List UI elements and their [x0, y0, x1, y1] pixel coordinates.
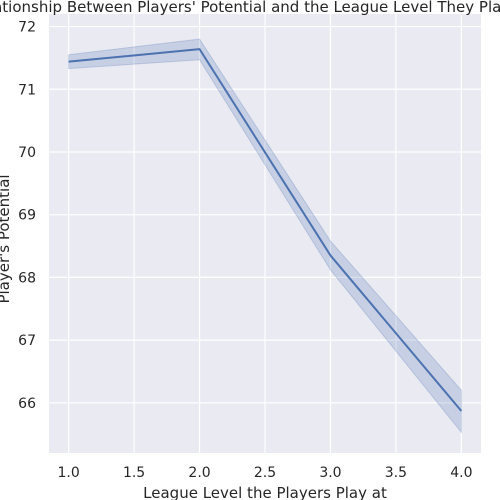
y-tick-label-2: 68: [18, 270, 36, 286]
y-tick-label-5: 71: [18, 82, 36, 98]
y-tick-label-6: 72: [18, 20, 36, 36]
x-tick-label-0: 1.0: [58, 465, 80, 481]
series-line: [68, 48, 463, 412]
x-axis-label: League Level the Players Play at: [143, 484, 387, 500]
x-tick-label-1: 1.5: [123, 465, 145, 481]
grid-lines: [49, 14, 481, 453]
y-axis-label: Player's Potential: [0, 174, 13, 303]
y-tick-label-0: 66: [18, 396, 36, 412]
x-tick-label-3: 2.5: [254, 465, 276, 481]
y-tick-label-4: 70: [18, 145, 36, 161]
x-tick-label-2: 2.0: [188, 465, 210, 481]
y-tick-label-3: 69: [18, 208, 36, 224]
chart-title: Relationship Between Players' Potential …: [0, 0, 500, 16]
x-tick-label-6: 4.0: [450, 465, 472, 481]
confidence-band: [68, 38, 462, 434]
y-tick-labels: 66 67 68 69 70 71 72: [18, 20, 36, 412]
x-tick-labels: 1.0 1.5 2.0 2.5 3.0 3.5 4.0: [58, 465, 473, 481]
x-tick-label-4: 3.0: [319, 465, 341, 481]
x-tick-label-5: 3.5: [385, 465, 407, 481]
y-tick-label-1: 67: [18, 333, 36, 349]
